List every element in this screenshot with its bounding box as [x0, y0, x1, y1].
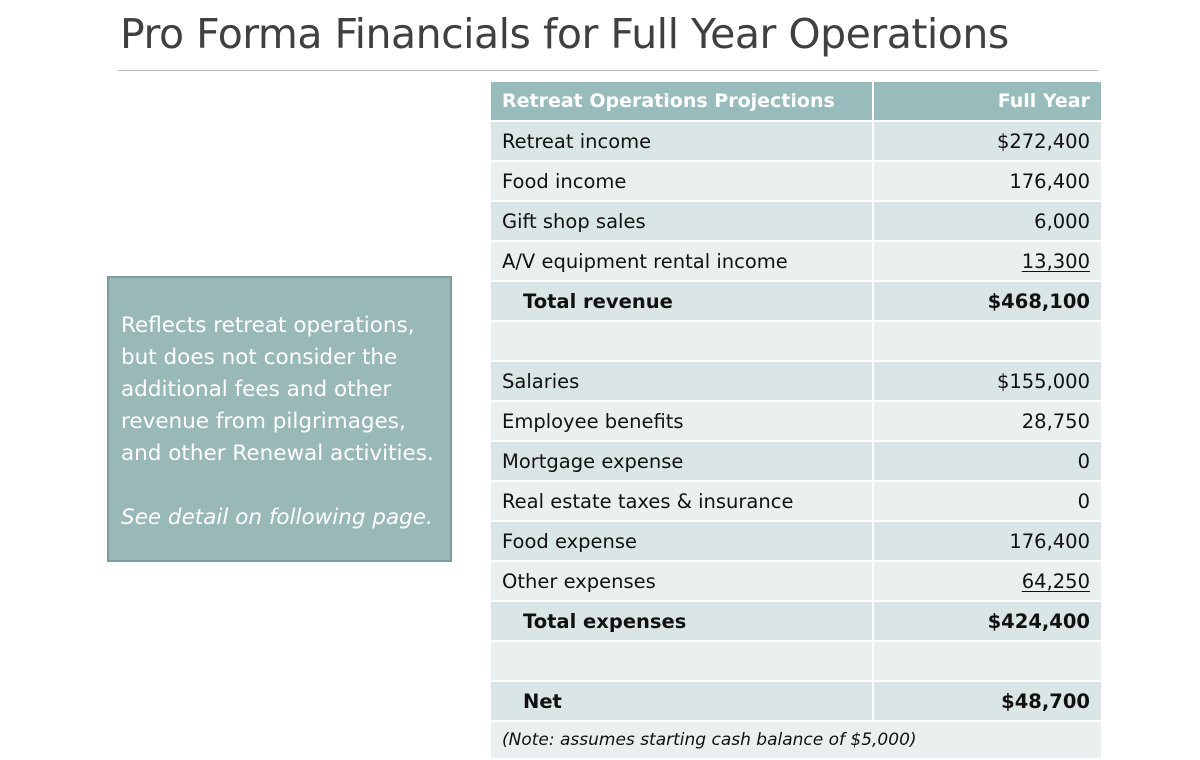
row-value: 0 [872, 440, 1103, 482]
row-label: Employee benefits [489, 400, 874, 442]
underlined-value: 13,300 [1021, 249, 1090, 273]
spacer-row [489, 320, 1103, 362]
total-expenses-row: Total expenses $424,400 [489, 600, 1103, 642]
row-label: A/V equipment rental income [489, 240, 874, 282]
row-value: $155,000 [872, 360, 1103, 402]
table-note: (Note: assumes starting cash balance of … [489, 720, 1103, 760]
row-label: Real estate taxes & insurance [489, 480, 874, 522]
row-label: Food expense [489, 520, 874, 562]
row-label: Retreat income [489, 120, 874, 162]
row-value: 0 [872, 480, 1103, 522]
projections-table: Retreat Operations Projections Full Year… [489, 80, 1103, 760]
row-label: Total revenue [489, 280, 874, 322]
table-row: Salaries $155,000 [489, 360, 1103, 402]
row-label: Salaries [489, 360, 874, 402]
header-full-year: Full Year [872, 80, 1103, 122]
row-value: 28,750 [872, 400, 1103, 442]
total-revenue-row: Total revenue $468,100 [489, 280, 1103, 322]
table-row: Employee benefits 28,750 [489, 400, 1103, 442]
row-value [872, 640, 1103, 682]
table-row: Other expenses 64,250 [489, 560, 1103, 602]
row-label: Mortgage expense [489, 440, 874, 482]
row-value: 13,300 [872, 240, 1103, 282]
net-row: Net $48,700 [489, 680, 1103, 722]
underlined-value: 64,250 [1021, 569, 1090, 593]
callout-box: Reflects retreat operations, but does no… [107, 276, 452, 562]
table-row: Gift shop sales 6,000 [489, 200, 1103, 242]
row-label: Food income [489, 160, 874, 202]
note-row: (Note: assumes starting cash balance of … [489, 720, 1103, 760]
row-value: 6,000 [872, 200, 1103, 242]
callout-text: Reflects retreat operations, but does no… [121, 313, 434, 466]
table-row: Real estate taxes & insurance 0 [489, 480, 1103, 522]
row-value: 176,400 [872, 160, 1103, 202]
row-label: Gift shop sales [489, 200, 874, 242]
row-value [872, 320, 1103, 362]
row-label [489, 320, 874, 362]
row-value: $272,400 [872, 120, 1103, 162]
table-row: A/V equipment rental income 13,300 [489, 240, 1103, 282]
row-label: Other expenses [489, 560, 874, 602]
spacer-row [489, 640, 1103, 682]
row-label: Net [489, 680, 874, 722]
table-row: Food expense 176,400 [489, 520, 1103, 562]
row-value: $48,700 [872, 680, 1103, 722]
row-value: $468,100 [872, 280, 1103, 322]
slide-title: Pro Forma Financials for Full Year Opera… [120, 10, 1009, 58]
row-label [489, 640, 874, 682]
row-value: 64,250 [872, 560, 1103, 602]
row-value: 176,400 [872, 520, 1103, 562]
table-row: Retreat income $272,400 [489, 120, 1103, 162]
table-row: Mortgage expense 0 [489, 440, 1103, 482]
table-row: Food income 176,400 [489, 160, 1103, 202]
title-divider [118, 70, 1098, 71]
row-value: $424,400 [872, 600, 1103, 642]
row-label: Total expenses [489, 600, 874, 642]
header-projections: Retreat Operations Projections [489, 80, 874, 122]
table-header-row: Retreat Operations Projections Full Year [489, 80, 1103, 122]
callout-detail: See detail on following page. [121, 505, 433, 530]
